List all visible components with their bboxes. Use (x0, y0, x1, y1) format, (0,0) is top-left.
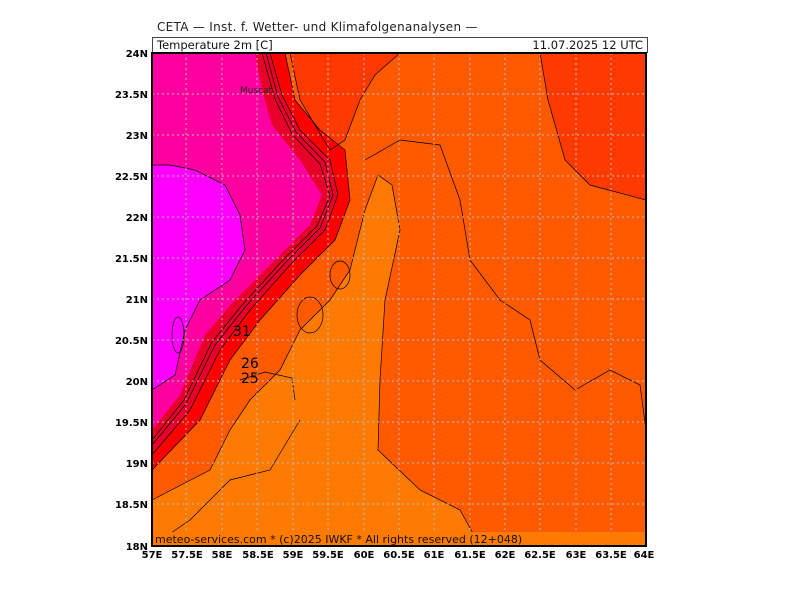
footer-strip (152, 532, 646, 546)
lat-label: 19.5N (115, 418, 148, 429)
lon-label: 62.5E (524, 550, 556, 561)
lat-lon-grid (152, 53, 646, 546)
lon-label: 63.5E (595, 550, 627, 561)
lon-label: 61.5E (454, 550, 486, 561)
map-frame (151, 52, 647, 547)
lon-label: 58E (212, 550, 233, 561)
lon-label: 60E (354, 550, 375, 561)
lon-label: 59E (283, 550, 304, 561)
lon-label: 60.5E (383, 550, 415, 561)
lon-label: 59.5E (312, 550, 344, 561)
lat-label: 23N (126, 131, 148, 142)
lon-label: 57E (142, 550, 163, 561)
field-name: Temperature 2m [C] (157, 38, 273, 52)
lat-label: 21.5N (115, 254, 148, 265)
magenta-core (152, 165, 245, 390)
city-label: Muscat (240, 86, 273, 96)
lon-label: 61E (424, 550, 445, 561)
cool-plume (152, 175, 480, 546)
contour-lines (152, 53, 646, 546)
lat-label: 20.5N (115, 336, 148, 347)
lat-label: 21N (126, 295, 148, 306)
forecast-datetime: 11.07.2025 12 UTC (532, 38, 643, 52)
lat-label: 18.5N (115, 500, 148, 511)
copyright-text: meteo-services.com * (c)2025 IWKF * All … (155, 533, 523, 546)
contour-label-26: 26 (241, 356, 259, 372)
lat-label: 19N (126, 459, 148, 470)
lon-label: 64E (634, 550, 655, 561)
lat-label: 22N (126, 213, 148, 224)
hot-zone-ne (540, 53, 646, 200)
lat-label: 18N (126, 542, 148, 553)
lat-label: 22.5N (115, 172, 148, 183)
contour-label-31: 31 (233, 324, 251, 340)
lat-label: 20N (126, 377, 148, 388)
lon-label: 57.5E (171, 550, 203, 561)
lon-label: 58.5E (242, 550, 274, 561)
lon-label: 62E (495, 550, 516, 561)
hot-zone-north (290, 53, 400, 150)
lat-label: 23.5N (115, 90, 148, 101)
temperature-field (152, 53, 646, 546)
lon-label: 63E (566, 550, 587, 561)
contour-label-25: 25 (241, 371, 259, 387)
lat-label: 24N (126, 49, 148, 60)
map-source-header: CETA — Inst. f. Wetter- und Klimafolgena… (157, 20, 478, 34)
longitude-labels: 57E 57.5E 58E 58.5E 59E 59.5E 60E 60.5E … (142, 550, 655, 561)
latitude-labels: 24N 23.5N 23N 22.5N 22N 21.5N 21N 20.5N … (115, 49, 148, 553)
